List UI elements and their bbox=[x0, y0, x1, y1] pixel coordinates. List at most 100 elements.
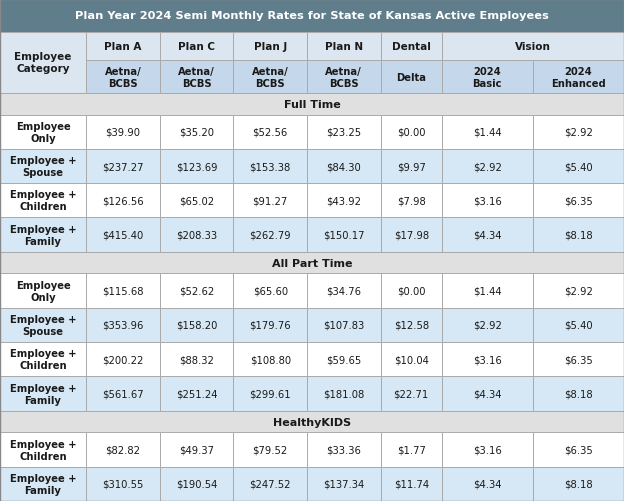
Text: $10.04: $10.04 bbox=[394, 355, 429, 365]
Bar bbox=[160, 274, 233, 308]
Bar bbox=[160, 342, 233, 377]
Bar bbox=[233, 377, 307, 411]
Bar bbox=[442, 184, 533, 218]
Bar bbox=[307, 308, 381, 342]
Text: Employee +
Spouse: Employee + Spouse bbox=[10, 314, 76, 336]
Text: $251.24: $251.24 bbox=[176, 389, 217, 399]
Text: $0.00: $0.00 bbox=[397, 127, 426, 137]
Text: 2024
Enhanced: 2024 Enhanced bbox=[551, 67, 606, 89]
Bar bbox=[86, 308, 160, 342]
Bar bbox=[381, 308, 442, 342]
Bar bbox=[86, 467, 160, 501]
Text: $65.02: $65.02 bbox=[179, 196, 214, 206]
Bar bbox=[307, 33, 381, 61]
Text: $43.92: $43.92 bbox=[326, 196, 361, 206]
Text: $2.92: $2.92 bbox=[564, 286, 593, 296]
Text: $262.79: $262.79 bbox=[250, 230, 291, 240]
Bar bbox=[160, 308, 233, 342]
Text: $1.77: $1.77 bbox=[397, 445, 426, 454]
Bar bbox=[307, 467, 381, 501]
Text: $6.35: $6.35 bbox=[564, 445, 593, 454]
Text: $3.16: $3.16 bbox=[473, 445, 502, 454]
Text: $1.44: $1.44 bbox=[473, 127, 502, 137]
Bar bbox=[533, 115, 624, 150]
Text: Employee +
Children: Employee + Children bbox=[10, 439, 76, 460]
Bar bbox=[160, 61, 233, 94]
Text: $11.74: $11.74 bbox=[394, 479, 429, 489]
Text: Aetna/
BCBS: Aetna/ BCBS bbox=[105, 67, 141, 89]
Bar bbox=[0, 150, 86, 184]
Text: $8.18: $8.18 bbox=[564, 479, 593, 489]
Bar bbox=[442, 377, 533, 411]
Bar bbox=[86, 115, 160, 150]
Text: $8.18: $8.18 bbox=[564, 230, 593, 240]
Text: $79.52: $79.52 bbox=[253, 445, 288, 454]
Bar bbox=[160, 33, 233, 61]
Text: Full Time: Full Time bbox=[284, 100, 340, 110]
Bar bbox=[86, 61, 160, 94]
Text: Plan Year 2024 Semi Monthly Rates for State of Kansas Active Employees: Plan Year 2024 Semi Monthly Rates for St… bbox=[75, 11, 549, 21]
Text: $299.61: $299.61 bbox=[250, 389, 291, 399]
Text: $88.32: $88.32 bbox=[179, 355, 214, 365]
Text: $353.96: $353.96 bbox=[102, 320, 144, 330]
Bar bbox=[233, 218, 307, 253]
Bar bbox=[533, 61, 624, 94]
Text: $0.00: $0.00 bbox=[397, 286, 426, 296]
Bar bbox=[307, 377, 381, 411]
Bar bbox=[233, 342, 307, 377]
Text: $190.54: $190.54 bbox=[176, 479, 217, 489]
Text: $82.82: $82.82 bbox=[105, 445, 140, 454]
Text: $3.16: $3.16 bbox=[473, 355, 502, 365]
Bar bbox=[160, 218, 233, 253]
Bar bbox=[307, 150, 381, 184]
Text: $3.16: $3.16 bbox=[473, 196, 502, 206]
Text: $107.83: $107.83 bbox=[323, 320, 364, 330]
Bar bbox=[533, 150, 624, 184]
Bar bbox=[442, 274, 533, 308]
Text: Aetna/
BCBS: Aetna/ BCBS bbox=[252, 67, 288, 89]
Bar bbox=[86, 33, 160, 61]
Bar bbox=[533, 432, 624, 467]
Text: $179.76: $179.76 bbox=[250, 320, 291, 330]
Bar bbox=[381, 377, 442, 411]
Bar bbox=[442, 33, 624, 61]
Text: Employee
Only: Employee Only bbox=[16, 121, 71, 143]
Text: All Part Time: All Part Time bbox=[271, 258, 353, 268]
Bar bbox=[160, 432, 233, 467]
Bar bbox=[0, 218, 86, 253]
Text: HealthyKIDS: HealthyKIDS bbox=[273, 417, 351, 427]
Bar bbox=[307, 184, 381, 218]
Bar bbox=[442, 218, 533, 253]
Text: Plan C: Plan C bbox=[178, 42, 215, 52]
Bar bbox=[0, 377, 86, 411]
Bar bbox=[233, 184, 307, 218]
Bar bbox=[381, 274, 442, 308]
Text: $153.38: $153.38 bbox=[250, 162, 291, 172]
Bar bbox=[0, 94, 624, 115]
Text: $23.25: $23.25 bbox=[326, 127, 361, 137]
Bar bbox=[442, 467, 533, 501]
Bar bbox=[381, 218, 442, 253]
Text: $6.35: $6.35 bbox=[564, 196, 593, 206]
Bar bbox=[160, 150, 233, 184]
Bar bbox=[233, 467, 307, 501]
Bar bbox=[86, 184, 160, 218]
Bar bbox=[533, 308, 624, 342]
Bar bbox=[381, 184, 442, 218]
Text: $158.20: $158.20 bbox=[176, 320, 217, 330]
Text: Employee +
Children: Employee + Children bbox=[10, 190, 76, 212]
Text: $12.58: $12.58 bbox=[394, 320, 429, 330]
Bar bbox=[233, 308, 307, 342]
Text: $115.68: $115.68 bbox=[102, 286, 144, 296]
Text: $8.18: $8.18 bbox=[564, 389, 593, 399]
Bar bbox=[0, 467, 86, 501]
Text: Employee
Category: Employee Category bbox=[14, 52, 72, 74]
Bar bbox=[307, 218, 381, 253]
Bar bbox=[0, 33, 86, 94]
Text: $9.97: $9.97 bbox=[397, 162, 426, 172]
Text: $1.44: $1.44 bbox=[473, 286, 502, 296]
Text: $137.34: $137.34 bbox=[323, 479, 364, 489]
Bar bbox=[381, 432, 442, 467]
Text: $22.71: $22.71 bbox=[394, 389, 429, 399]
Text: Employee +
Children: Employee + Children bbox=[10, 349, 76, 371]
